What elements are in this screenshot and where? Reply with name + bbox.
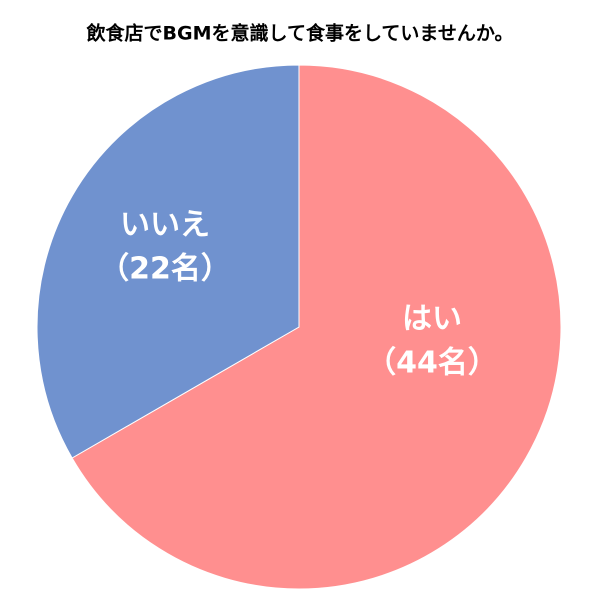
slice-label: いいえ bbox=[120, 208, 210, 243]
value-label: （44名） bbox=[366, 346, 498, 381]
slice-label: はい bbox=[402, 302, 462, 337]
pie-slice bbox=[71, 64, 562, 590]
pie-slice bbox=[36, 64, 300, 459]
chart-title: 飲食店でBGMを意識して食事をしていませんか。 bbox=[86, 22, 514, 45]
value-label: （22名） bbox=[99, 252, 231, 287]
